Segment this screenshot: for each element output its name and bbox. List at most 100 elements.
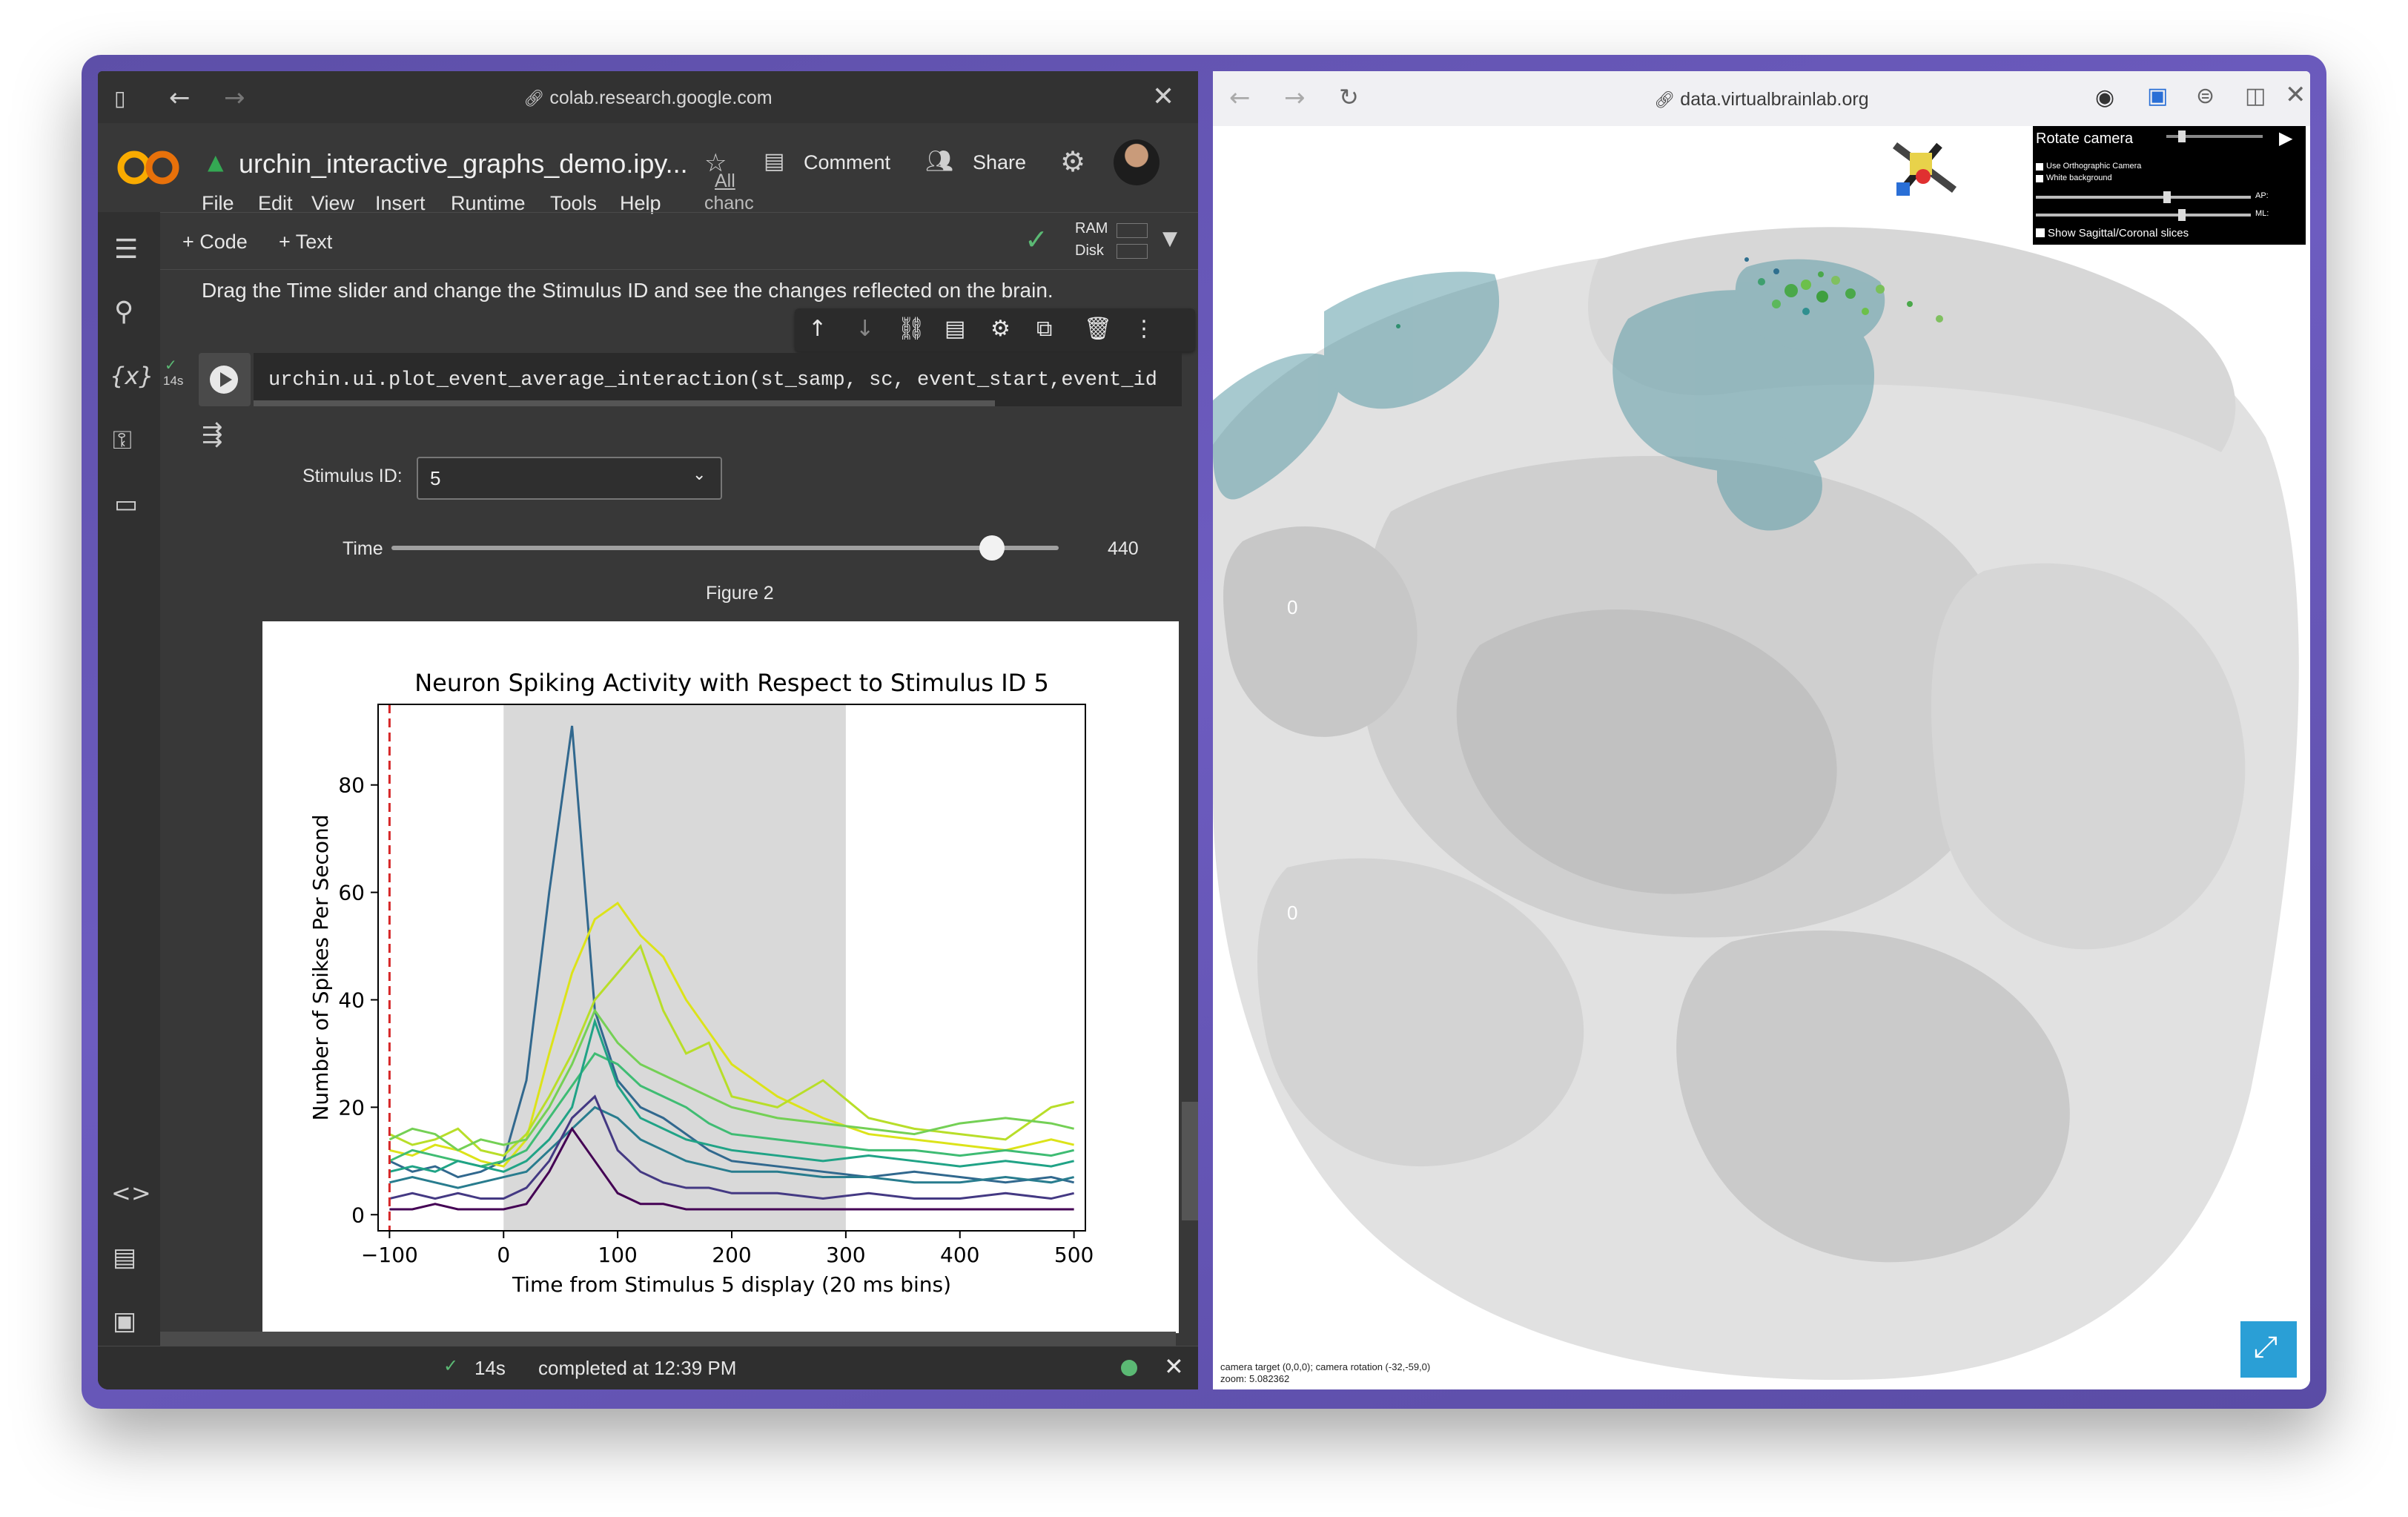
menu-help[interactable]: Help [620, 192, 661, 214]
axis-zero-label-mid: 0 [1287, 902, 1298, 924]
rotate-speed-handle[interactable] [2178, 130, 2186, 142]
comment-button[interactable]: Comment [804, 151, 891, 173]
terminal-icon[interactable]: ▣ [113, 1306, 137, 1336]
address-bar[interactable]: 🔗︎ data.virtualbrainlab.org [1213, 89, 2310, 110]
incognito-icon[interactable]: ◉ [2095, 85, 2115, 110]
share-button[interactable]: Share [973, 151, 1027, 173]
ap-slider-handle[interactable] [2163, 191, 2171, 203]
status-time: 14s [474, 1357, 506, 1379]
menu-file[interactable]: File [202, 192, 234, 214]
menu-runtime[interactable]: Runtime [451, 192, 526, 214]
share-icon[interactable]: 👥︎ [925, 148, 954, 174]
cell-toolbar: ↑ ↓ ⛓ ▤ ⚙ ⧉ 🗑︎ ⋮ [795, 308, 1195, 351]
forward-icon[interactable]: → [224, 83, 245, 113]
brain-3d-view[interactable] [1213, 126, 2310, 1389]
star-icon[interactable]: ☆ [704, 148, 727, 178]
back-icon[interactable]: ← [169, 83, 191, 113]
add-code-button[interactable]: + Code [182, 231, 248, 253]
table-of-contents-icon[interactable]: ☰ [114, 234, 139, 265]
status-bar: ✓ 14s completed at 12:39 PM ✕ [98, 1346, 1198, 1389]
ml-slider[interactable] [2036, 214, 2251, 217]
reload-icon[interactable]: ↻ [1339, 83, 1359, 111]
rotate-speed-slider[interactable] [2166, 135, 2263, 138]
code-editor[interactable]: urchin.ui.plot_event_average_interaction… [254, 353, 1182, 406]
fullscreen-button[interactable]: ⤢ [2240, 1321, 2297, 1378]
notebook-toolbar: + Code + Text ✓ RAM Disk ▼ ⌃ [160, 212, 1198, 270]
x-tick-label: 0 [497, 1243, 510, 1267]
stimulus-id-label: Stimulus ID: [302, 466, 403, 486]
sidebar-toggle-icon[interactable]: ▯ [114, 86, 126, 110]
split-view-icon[interactable]: ◫ [2245, 83, 2266, 109]
settings-gear-icon[interactable]: ⚙ [1060, 145, 1086, 178]
ap-slider[interactable] [2036, 196, 2251, 199]
cell-settings-icon[interactable]: ⚙ [990, 316, 1010, 342]
files-folder-icon[interactable]: ▭ [114, 489, 139, 519]
delete-cell-icon[interactable]: 🗑︎ [1084, 316, 1113, 342]
x-tick-label: 200 [712, 1243, 751, 1267]
horizontal-scrollbar[interactable] [160, 1332, 1176, 1346]
add-text-button[interactable]: + Text [279, 231, 333, 253]
series-line-6 [389, 1105, 1074, 1189]
run-cell-button[interactable] [199, 353, 251, 406]
drive-icon: ▲ [208, 150, 224, 174]
move-up-icon[interactable]: ↑ [808, 316, 827, 342]
chart-svg: −100 0 100 200 300 400 500 0 20 40 60 80 Neuron Spik… [308, 669, 1094, 1297]
all-changes-link-2[interactable]: chanc [704, 193, 754, 214]
notebook-title[interactable]: urchin_interactive_graphs_demo.ipy... [239, 148, 688, 179]
disk-label: Disk [1075, 242, 1104, 259]
close-tab-icon[interactable]: ✕ [2285, 80, 2306, 110]
comment-cell-icon[interactable]: ▤ [945, 316, 966, 342]
address-bar[interactable]: 🔗︎ colab.research.google.com [98, 87, 1198, 109]
code-snippets-icon[interactable]: <> [111, 1179, 151, 1207]
close-tab-icon[interactable]: ✕ [1152, 82, 1175, 112]
reader-icon[interactable]: ⊜ [2196, 83, 2215, 109]
secrets-key-icon[interactable]: ⚿ [113, 426, 132, 455]
run-status-check-icon: ✓ [165, 356, 177, 374]
link-icon: 🔗︎ [1654, 91, 1681, 110]
comment-icon[interactable]: ▤ [764, 148, 785, 174]
x-axis-label: Time from Stimulus 5 display (20 ms bins… [512, 1272, 951, 1297]
y-tick-label: 80 [338, 773, 365, 798]
menu-edit[interactable]: Edit [258, 192, 293, 214]
extension-icon[interactable]: ▣ [2147, 83, 2169, 109]
vertical-scrollbar[interactable] [1182, 1102, 1198, 1220]
show-slices-checkbox[interactable] [2036, 228, 2045, 237]
rotate-camera-label: Rotate camera [2036, 130, 2134, 147]
ml-slider-handle[interactable] [2178, 209, 2186, 221]
resource-dropdown-icon[interactable]: ▼ [1162, 228, 1177, 250]
menu-insert[interactable]: Insert [375, 192, 426, 214]
menu-view[interactable]: View [311, 192, 355, 214]
series-line-7 [389, 1094, 1074, 1200]
axes-gizmo-icon[interactable] [1880, 130, 1969, 205]
search-icon[interactable]: ⚲ [114, 297, 134, 327]
variables-icon[interactable]: {x} [110, 362, 154, 390]
stimulus-window-shade [503, 704, 846, 1231]
more-options-icon[interactable]: ⋮ [1133, 316, 1155, 342]
white-background-checkbox[interactable] [2036, 175, 2043, 182]
link-icon[interactable]: ⛓ [897, 316, 926, 342]
camera-info-line-1: camera target (0,0,0); camera rotation (… [1220, 1361, 1431, 1372]
play-rotation-icon[interactable]: ▶ [2279, 128, 2293, 148]
time-slider-track[interactable] [391, 546, 1059, 550]
stimulus-id-select[interactable]: 5 ⌄ [417, 457, 722, 500]
menu-tools[interactable]: Tools [550, 192, 598, 214]
desktop-window-frame: ▯ ← → 🔗︎ colab.research.google.com ✕ ▲ u… [82, 55, 2326, 1409]
y-tick-label: 40 [338, 988, 365, 1012]
forward-icon[interactable]: → [1284, 83, 1306, 113]
move-down-icon[interactable]: ↓ [856, 316, 875, 342]
right-browser-toolbar: ← → ↻ 🔗︎ data.virtualbrainlab.org ◉ ▣ ⊜ … [1213, 71, 2310, 126]
close-status-icon[interactable]: ✕ [1164, 1352, 1184, 1381]
connection-dot [1121, 1360, 1137, 1376]
mirror-cell-icon[interactable]: ⧉ [1036, 316, 1053, 342]
back-icon[interactable]: ← [1229, 83, 1251, 113]
orthographic-checkbox[interactable] [2036, 163, 2043, 171]
avatar[interactable] [1114, 139, 1160, 185]
all-changes-link[interactable]: All [715, 171, 735, 191]
x-tick-label: 100 [598, 1243, 637, 1267]
output-actions-icon[interactable]: ⇶ [202, 420, 223, 449]
y-tick-label: 60 [338, 881, 365, 905]
command-palette-icon[interactable]: ▤ [113, 1243, 137, 1272]
time-slider-handle[interactable] [979, 535, 1005, 561]
code-scrollbar[interactable] [254, 400, 995, 406]
markdown-description: Drag the Time slider and change the Stim… [202, 279, 1054, 302]
